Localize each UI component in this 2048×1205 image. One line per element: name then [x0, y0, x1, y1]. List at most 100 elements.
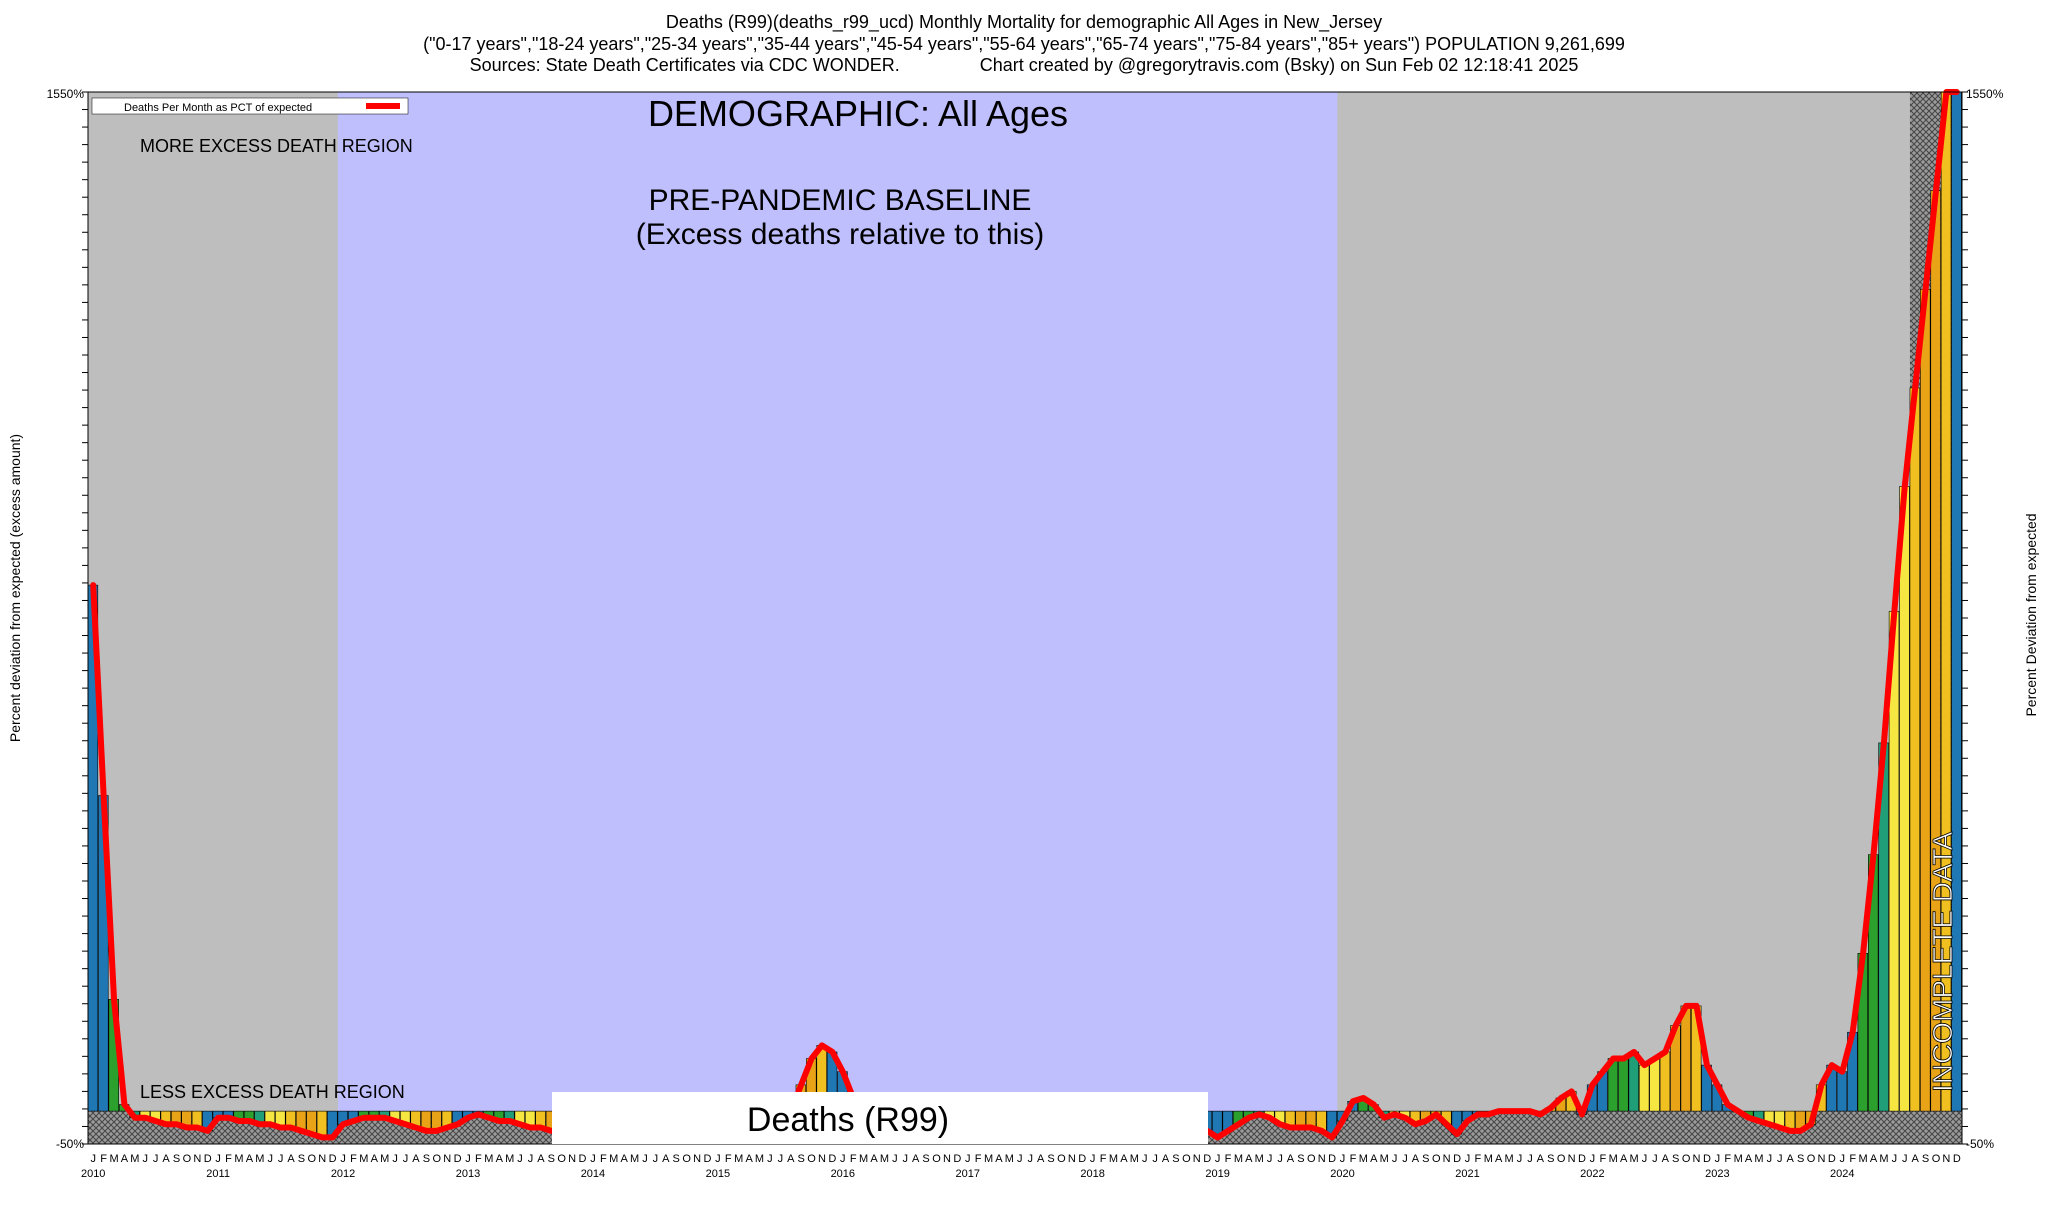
x-tick-month-160: M — [1754, 1153, 1763, 1165]
x-tick-month-126: J — [1402, 1153, 1408, 1165]
x-tick-year-2020: 2020 — [1330, 1168, 1354, 1180]
x-tick-month-46: N — [568, 1153, 576, 1165]
x-tick-month-179: D — [1953, 1153, 1961, 1165]
bar-151 — [1659, 1051, 1671, 1112]
x-tick-month-39: A — [496, 1153, 504, 1165]
x-tick-month-93: O — [1057, 1153, 1066, 1165]
x-tick-month-88: M — [1005, 1153, 1014, 1165]
x-tick-month-114: J — [1277, 1153, 1283, 1165]
x-tick-month-10: N — [193, 1153, 201, 1165]
x-tick-month-166: N — [1817, 1153, 1825, 1165]
x-tick-month-107: D — [1203, 1153, 1211, 1165]
x-tick-year-2021: 2021 — [1455, 1168, 1479, 1180]
x-tick-month-72: J — [840, 1153, 846, 1165]
x-tick-month-27: A — [371, 1153, 379, 1165]
chart-title-line-3: Sources: State Death Certificates via CD… — [470, 55, 1579, 75]
bar-148 — [1628, 1051, 1639, 1112]
x-tick-month-175: A — [1911, 1153, 1919, 1165]
x-tick-month-44: S — [548, 1153, 555, 1165]
x-tick-month-158: M — [1734, 1153, 1743, 1165]
x-tick-month-1: F — [100, 1153, 107, 1165]
x-tick-month-99: A — [1120, 1153, 1128, 1165]
x-tick-year-2013: 2013 — [456, 1168, 480, 1180]
x-tick-month-76: M — [880, 1153, 889, 1165]
x-tick-month-53: J — [642, 1153, 648, 1165]
x-tick-month-9: O — [183, 1153, 192, 1165]
x-tick-month-151: A — [1662, 1153, 1670, 1165]
x-tick-month-95: D — [1078, 1153, 1086, 1165]
y-axis-label-right: Percent Deviation from expected — [2023, 513, 2039, 716]
x-tick-month-142: N — [1568, 1153, 1576, 1165]
x-tick-month-13: F — [225, 1153, 232, 1165]
bar-174 — [1899, 486, 1910, 1112]
x-tick-month-176: S — [1922, 1153, 1929, 1165]
x-tick-month-149: J — [1642, 1153, 1648, 1165]
x-tick-month-34: N — [443, 1153, 451, 1165]
x-tick-month-102: J — [1152, 1153, 1158, 1165]
x-tick-month-124: M — [1380, 1153, 1389, 1165]
x-tick-month-125: J — [1392, 1153, 1398, 1165]
x-tick-month-71: D — [828, 1153, 836, 1165]
x-tick-month-141: O — [1557, 1153, 1566, 1165]
x-tick-month-169: F — [1849, 1153, 1856, 1165]
x-tick-month-43: A — [537, 1153, 545, 1165]
x-tick-month-154: N — [1693, 1153, 1701, 1165]
baseline-region — [337, 92, 1338, 1144]
x-tick-month-83: D — [953, 1153, 961, 1165]
x-tick-month-171: A — [1870, 1153, 1878, 1165]
bar-175 — [1909, 387, 1921, 1112]
x-tick-month-90: J — [1027, 1153, 1033, 1165]
x-tick-month-110: M — [1234, 1153, 1243, 1165]
x-tick-month-24: J — [340, 1153, 346, 1165]
x-tick-month-50: M — [609, 1153, 618, 1165]
x-tick-month-98: M — [1109, 1153, 1118, 1165]
x-tick-month-80: S — [922, 1153, 929, 1165]
x-tick-month-66: J — [778, 1153, 784, 1165]
x-tick-month-103: A — [1162, 1153, 1170, 1165]
x-tick-month-3: A — [121, 1153, 129, 1165]
x-tick-month-15: A — [246, 1153, 254, 1165]
legend-box — [91, 97, 409, 115]
x-tick-month-25: F — [350, 1153, 357, 1165]
x-tick-month-49: F — [600, 1153, 607, 1165]
x-tick-month-100: M — [1130, 1153, 1139, 1165]
x-tick-month-30: J — [403, 1153, 409, 1165]
x-tick-month-29: J — [392, 1153, 398, 1165]
x-tick-month-64: M — [755, 1153, 764, 1165]
x-tick-month-97: F — [1100, 1153, 1107, 1165]
x-tick-month-86: M — [984, 1153, 993, 1165]
demographic-label: DEMOGRAPHIC: All Ages — [648, 93, 1068, 134]
x-tick-month-133: F — [1475, 1153, 1482, 1165]
x-tick-month-5: J — [143, 1153, 149, 1165]
x-tick-month-87: A — [995, 1153, 1003, 1165]
x-tick-year-2017: 2017 — [955, 1168, 979, 1180]
x-tick-month-122: M — [1359, 1153, 1368, 1165]
x-tick-month-163: A — [1787, 1153, 1795, 1165]
x-tick-year-2022: 2022 — [1580, 1168, 1604, 1180]
x-tick-month-78: J — [903, 1153, 909, 1165]
chart-title-line-2: ("0-17 years","18-24 years","25-34 years… — [423, 34, 1625, 54]
x-tick-month-132: J — [1465, 1153, 1471, 1165]
x-tick-month-178: N — [1942, 1153, 1950, 1165]
x-tick-month-159: A — [1745, 1153, 1753, 1165]
x-tick-month-4: M — [130, 1153, 139, 1165]
x-tick-month-8: S — [173, 1153, 180, 1165]
x-tick-month-115: A — [1287, 1153, 1295, 1165]
x-tick-month-145: F — [1599, 1153, 1606, 1165]
x-tick-year-2018: 2018 — [1080, 1168, 1104, 1180]
x-tick-month-51: A — [620, 1153, 628, 1165]
x-tick-month-47: D — [579, 1153, 587, 1165]
x-tick-month-79: A — [912, 1153, 920, 1165]
x-tick-month-150: J — [1652, 1153, 1658, 1165]
x-tick-month-138: J — [1527, 1153, 1533, 1165]
x-tick-month-156: J — [1715, 1153, 1721, 1165]
x-tick-month-144: J — [1590, 1153, 1596, 1165]
x-tick-month-58: N — [693, 1153, 701, 1165]
x-tick-month-69: O — [807, 1153, 816, 1165]
baseline-label-1: PRE-PANDEMIC BASELINE — [649, 184, 1032, 217]
x-tick-month-146: M — [1609, 1153, 1618, 1165]
x-tick-month-105: O — [1182, 1153, 1191, 1165]
x-tick-month-28: M — [380, 1153, 389, 1165]
x-tick-year-2010: 2010 — [81, 1168, 105, 1180]
